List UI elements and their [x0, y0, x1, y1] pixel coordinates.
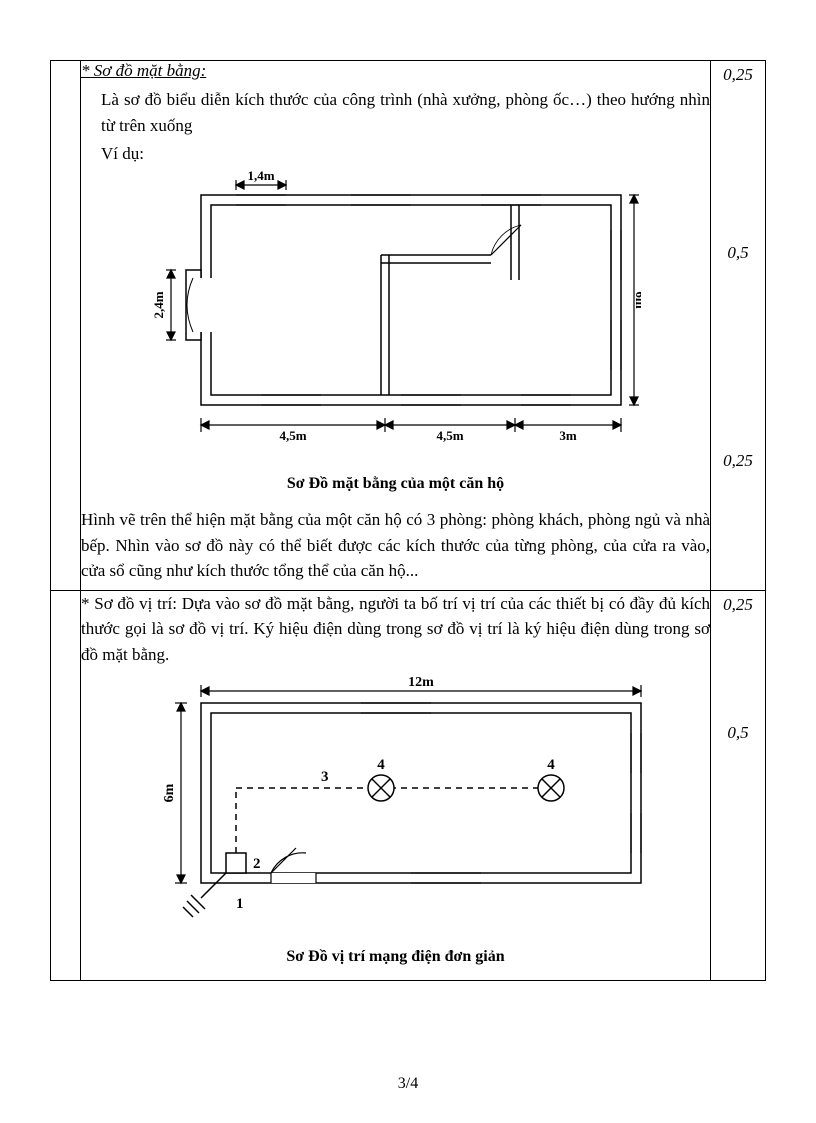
dim-bottom-2: 4,5m	[436, 428, 463, 443]
score-item: 0,5	[711, 719, 765, 747]
node-1-label: 1	[236, 896, 244, 912]
row1-title: * Sơ đồ mặt bằng:	[81, 61, 710, 81]
node-4b-label: 4	[547, 757, 555, 773]
content-table: * Sơ đồ mặt bằng: Là sơ đồ biểu diễn kíc…	[50, 60, 766, 981]
dim-bottom-1: 4,5m	[279, 428, 306, 443]
node-3-label: 3	[321, 769, 329, 785]
dim-left-6m: 6m	[162, 783, 177, 802]
row2-caption: Sơ Đồ vị trí mạng điện đơn giản	[81, 948, 710, 966]
row1-example-label: Ví dụ:	[101, 144, 710, 164]
dim-bottom-3: 3m	[559, 428, 577, 443]
row2-text: * Sơ đồ vị trí: Dựa vào sơ đồ mặt bằng, …	[81, 591, 710, 668]
node-4a-label: 4	[377, 757, 385, 773]
score-item: 0,25	[711, 61, 765, 89]
dim-top-12m: 12m	[408, 675, 434, 690]
floorplan-diagram: 1,4m	[81, 170, 710, 465]
page-number: 3/4	[0, 1075, 816, 1093]
row1-scores: 0,25 0,5 0,25	[711, 61, 766, 591]
score-item: 0,5	[711, 239, 765, 267]
row2-main: * Sơ đồ vị trí: Dựa vào sơ đồ mặt bằng, …	[81, 590, 711, 981]
score-item: 0,25	[711, 447, 765, 475]
row2-left-gutter	[51, 590, 81, 981]
score-item: 0,25	[711, 591, 765, 619]
node-2-label: 2	[253, 856, 261, 872]
row1-main: * Sơ đồ mặt bằng: Là sơ đồ biểu diễn kíc…	[81, 61, 711, 591]
row1-left-gutter	[51, 61, 81, 591]
row1-caption: Sơ Đồ mặt bằng của một căn hộ	[81, 475, 710, 493]
row2-scores: 0,25 0,5	[711, 590, 766, 981]
dim-left-2-4: 2,4m	[151, 291, 166, 318]
dim-top-1-4: 1,4m	[247, 170, 274, 183]
dim-right-6m: 6m	[633, 291, 641, 309]
row1-definition: Là sơ đồ biểu diễn kích thước của công t…	[101, 87, 710, 138]
row1-description: Hình vẽ trên thể hiện mặt bằng của một c…	[81, 507, 710, 584]
positionplan-diagram: 12m 6m	[81, 673, 710, 938]
